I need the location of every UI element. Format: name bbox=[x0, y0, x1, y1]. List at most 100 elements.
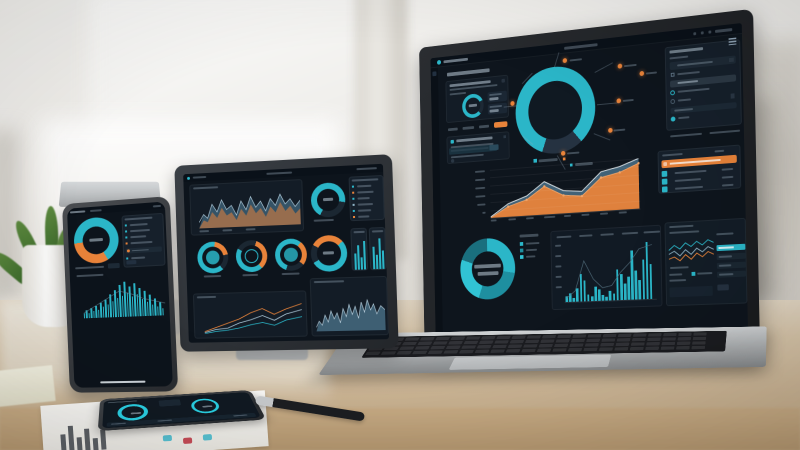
rail-dashboard-icon[interactable] bbox=[432, 71, 437, 77]
tablet-side-item-2[interactable] bbox=[352, 195, 381, 200]
tablet-item-5-dot-icon bbox=[352, 215, 356, 219]
tablet-topbar-actions[interactable] bbox=[356, 167, 377, 171]
filter-weekly[interactable] bbox=[462, 126, 475, 130]
laptop-screen[interactable] bbox=[430, 23, 749, 341]
tablet-side-item-1[interactable] bbox=[352, 189, 381, 194]
tablet-side-item-4[interactable] bbox=[352, 208, 382, 213]
phone-donut[interactable] bbox=[73, 216, 120, 265]
phone-item-1-dot-icon bbox=[125, 230, 128, 233]
user-account-label[interactable] bbox=[715, 28, 733, 33]
phone-flat-tab-1[interactable] bbox=[157, 419, 173, 422]
network-node-1[interactable] bbox=[617, 63, 623, 69]
tablet-mountain-card[interactable] bbox=[189, 179, 305, 236]
alert-refresh-icon[interactable] bbox=[450, 158, 455, 163]
close-icon[interactable] bbox=[503, 135, 506, 139]
kpi-stat-0-value bbox=[489, 96, 499, 101]
phone-list-panel[interactable] bbox=[121, 212, 166, 268]
image-icon[interactable] bbox=[728, 57, 734, 63]
tablet-side-item-0[interactable] bbox=[351, 183, 381, 188]
network-node-4[interactable] bbox=[560, 150, 566, 156]
tablet-side-list[interactable] bbox=[348, 174, 385, 222]
area-chart-card[interactable] bbox=[471, 150, 644, 232]
phone-tab-label[interactable] bbox=[89, 208, 102, 212]
phone-flat-title bbox=[107, 400, 138, 404]
laptop-left-rail[interactable] bbox=[430, 67, 443, 341]
highlight-list-card[interactable] bbox=[657, 144, 742, 194]
kpi-card-expand-icon[interactable] bbox=[501, 78, 505, 83]
tablet-mini-panel-0[interactable] bbox=[350, 227, 369, 271]
filter-row[interactable] bbox=[446, 121, 511, 132]
phone-summary-button[interactable] bbox=[107, 262, 120, 269]
kpi-card[interactable] bbox=[445, 74, 509, 124]
side-row-0[interactable] bbox=[716, 243, 746, 252]
laptop-brand bbox=[443, 57, 468, 64]
target-icon bbox=[670, 90, 675, 96]
phone-flat-tab-0[interactable] bbox=[111, 422, 126, 425]
tablet-screen[interactable] bbox=[183, 163, 390, 343]
hamburger-icon[interactable] bbox=[728, 37, 737, 46]
right-panel-footer-right[interactable] bbox=[709, 129, 741, 135]
notification-icon[interactable] bbox=[693, 32, 697, 36]
phone-screen[interactable] bbox=[66, 201, 173, 388]
xlabel-4 bbox=[563, 214, 571, 218]
tablet-side-item-3[interactable] bbox=[352, 202, 382, 207]
donut-card[interactable] bbox=[452, 230, 547, 314]
ylabel-1 bbox=[475, 178, 486, 182]
badge-icon[interactable] bbox=[730, 93, 735, 99]
alert-card[interactable] bbox=[446, 131, 510, 165]
tablet-roi-donut[interactable] bbox=[310, 234, 348, 273]
line-footer-box[interactable] bbox=[669, 285, 713, 298]
right-panel-footer-left[interactable] bbox=[670, 132, 702, 138]
selected-row-icon bbox=[663, 162, 668, 167]
row-2-checkbox[interactable] bbox=[661, 186, 668, 193]
side-list-button[interactable] bbox=[717, 284, 729, 291]
phone-list-item-3[interactable] bbox=[125, 239, 162, 245]
bar-tab-3[interactable] bbox=[621, 231, 639, 235]
filter-monthly[interactable] bbox=[479, 124, 490, 128]
line-card[interactable] bbox=[664, 217, 748, 307]
network-chart[interactable] bbox=[503, 48, 662, 170]
highlight-list-sort[interactable] bbox=[714, 149, 725, 153]
phone-list-more-button[interactable] bbox=[126, 260, 137, 265]
side-row-3[interactable] bbox=[717, 270, 746, 278]
phone-flat-tab-2[interactable] bbox=[233, 414, 248, 417]
settings-icon[interactable] bbox=[700, 31, 704, 35]
tablet-mini-panel-1[interactable] bbox=[368, 226, 387, 271]
side-row-1[interactable] bbox=[716, 252, 746, 261]
phone-flat-mini-card[interactable] bbox=[158, 399, 182, 407]
phone-list-item-2[interactable] bbox=[125, 233, 161, 239]
line-card-footer[interactable] bbox=[669, 270, 715, 301]
tablet-gauges[interactable] bbox=[193, 238, 308, 287]
alert-action-button[interactable] bbox=[489, 144, 499, 151]
tablet-side-item-5[interactable] bbox=[352, 214, 382, 219]
network-node-0[interactable] bbox=[562, 57, 568, 64]
bar-card[interactable] bbox=[550, 224, 663, 311]
phone-topbar-icons[interactable] bbox=[152, 204, 161, 207]
phone-list-highlight[interactable] bbox=[125, 246, 162, 254]
bar-tab-0[interactable] bbox=[556, 235, 572, 239]
phone-bar-card[interactable] bbox=[75, 271, 167, 325]
right-panel-item-5-label bbox=[674, 108, 693, 112]
line-card-side-list[interactable] bbox=[716, 232, 746, 301]
right-panel[interactable] bbox=[664, 39, 742, 131]
network-node-6[interactable] bbox=[639, 70, 645, 77]
network-node-3[interactable] bbox=[608, 127, 613, 133]
help-icon[interactable] bbox=[708, 30, 712, 34]
row-1-checkbox[interactable] bbox=[661, 178, 668, 185]
bar-tab-2[interactable] bbox=[600, 233, 614, 236]
laptop-trackpad[interactable] bbox=[448, 354, 612, 370]
network-node-2[interactable] bbox=[616, 98, 622, 104]
tablet-line-card[interactable] bbox=[192, 290, 308, 339]
highlight-list-selected-label bbox=[669, 158, 721, 165]
filter-apply-button[interactable] bbox=[493, 121, 508, 128]
tablet-area-card[interactable] bbox=[309, 275, 389, 337]
bar-tab-4[interactable] bbox=[643, 230, 661, 234]
side-row-2[interactable] bbox=[716, 261, 746, 269]
tablet-donut[interactable] bbox=[306, 178, 348, 224]
row-0-checkbox[interactable] bbox=[661, 170, 668, 177]
laptop-keyboard[interactable] bbox=[361, 330, 727, 358]
filter-daily[interactable] bbox=[447, 127, 458, 131]
xlabel-0 bbox=[490, 219, 497, 222]
bar-tab-1[interactable] bbox=[579, 234, 593, 238]
